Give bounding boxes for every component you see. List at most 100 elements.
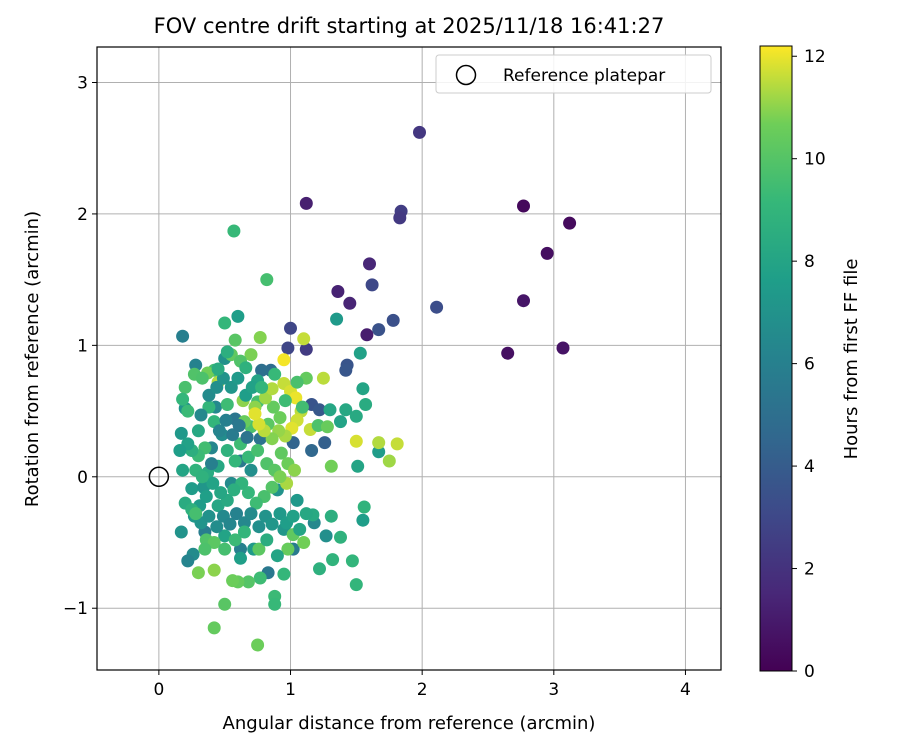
data-point	[517, 294, 530, 308]
data-point	[365, 278, 379, 292]
data-point	[181, 554, 195, 568]
data-point	[326, 553, 340, 567]
data-point	[293, 522, 307, 536]
data-point	[239, 361, 253, 375]
data-point	[284, 321, 297, 335]
x-tick-label: 3	[548, 680, 559, 700]
data-point	[176, 463, 190, 477]
data-point	[289, 391, 303, 405]
data-point	[226, 574, 240, 588]
data-point	[501, 346, 515, 360]
data-point	[273, 470, 287, 484]
plot-frame	[96, 46, 722, 671]
data-point	[277, 353, 291, 367]
data-point	[345, 554, 359, 568]
data-point	[228, 333, 242, 347]
data-point	[249, 496, 263, 510]
data-point	[207, 563, 221, 577]
data-point	[299, 507, 313, 521]
data-point	[241, 450, 255, 464]
y-tick-label: −1	[63, 599, 88, 619]
data-point	[290, 493, 304, 507]
data-point	[339, 403, 353, 417]
data-point	[356, 382, 370, 396]
data-point	[357, 500, 371, 514]
data-point	[393, 211, 407, 225]
data-point	[273, 507, 287, 521]
data-point	[386, 313, 400, 327]
y-axis-ticks: −1 0 1 2 3	[63, 73, 97, 619]
data-point	[277, 567, 291, 581]
data-point	[210, 380, 224, 394]
data-point	[265, 432, 279, 446]
data-point	[174, 426, 188, 440]
data-point	[318, 436, 332, 450]
data-point	[259, 391, 272, 405]
data-point	[324, 459, 338, 473]
data-point	[343, 296, 357, 310]
data-point	[372, 445, 386, 459]
data-point	[237, 525, 251, 539]
y-tick-label: 3	[77, 73, 88, 93]
data-point	[372, 323, 386, 337]
data-point	[382, 454, 396, 468]
data-point	[316, 371, 330, 385]
data-point	[185, 482, 199, 496]
data-point	[252, 520, 266, 534]
x-tick-label: 2	[417, 680, 428, 700]
data-point	[281, 542, 295, 556]
grid-lines	[97, 47, 721, 670]
data-point	[281, 341, 295, 355]
data-point	[253, 331, 267, 344]
data-point	[198, 542, 212, 556]
data-point	[240, 430, 254, 444]
legend-label-reference: Reference platepar	[503, 66, 665, 86]
data-point	[278, 394, 292, 408]
data-point	[223, 517, 237, 531]
data-point	[251, 444, 265, 457]
data-point	[181, 404, 195, 418]
data-point	[266, 400, 280, 414]
data-point	[173, 444, 187, 457]
data-point	[295, 400, 309, 414]
data-point	[176, 329, 190, 343]
data-point	[372, 436, 386, 450]
data-point	[176, 392, 190, 406]
data-point	[234, 551, 247, 565]
colorbar: 0 2 4 6 8 10 12 Hours from first FF file	[759, 45, 862, 682]
data-point	[205, 457, 218, 471]
data-point	[231, 309, 245, 323]
data-point	[230, 507, 243, 521]
colorbar-tick-label: 10	[804, 150, 826, 170]
data-point	[349, 409, 363, 423]
y-tick-label: 2	[77, 205, 88, 225]
data-point	[349, 578, 363, 592]
data-point	[220, 345, 234, 359]
data-point	[218, 529, 232, 543]
data-point	[241, 575, 255, 589]
data-point	[320, 420, 334, 434]
colorbar-tick-label: 8	[804, 252, 815, 272]
data-point	[226, 428, 240, 442]
y-tick-label: 0	[77, 468, 88, 488]
data-point	[265, 517, 279, 531]
colorbar-label: Hours from first FF file	[841, 259, 862, 460]
data-point	[356, 513, 370, 527]
y-axis-label: Rotation from reference (arcmin)	[22, 211, 43, 507]
data-point	[195, 470, 209, 484]
data-point	[331, 285, 345, 298]
data-point	[178, 380, 192, 394]
data-point	[265, 382, 279, 396]
chart-title: FOV centre drift starting at 2025/11/18 …	[154, 14, 665, 38]
data-point	[244, 507, 258, 521]
data-point	[360, 328, 374, 342]
data-point	[252, 542, 266, 556]
data-point	[319, 529, 333, 543]
data-point	[430, 300, 444, 314]
colorbar-ticks: 0 2 4 6 8 10 12	[792, 47, 826, 682]
colorbar-tick-label: 2	[804, 560, 815, 580]
colorbar-tick-label: 0	[804, 662, 815, 682]
data-point	[224, 380, 238, 394]
data-point	[237, 516, 251, 530]
